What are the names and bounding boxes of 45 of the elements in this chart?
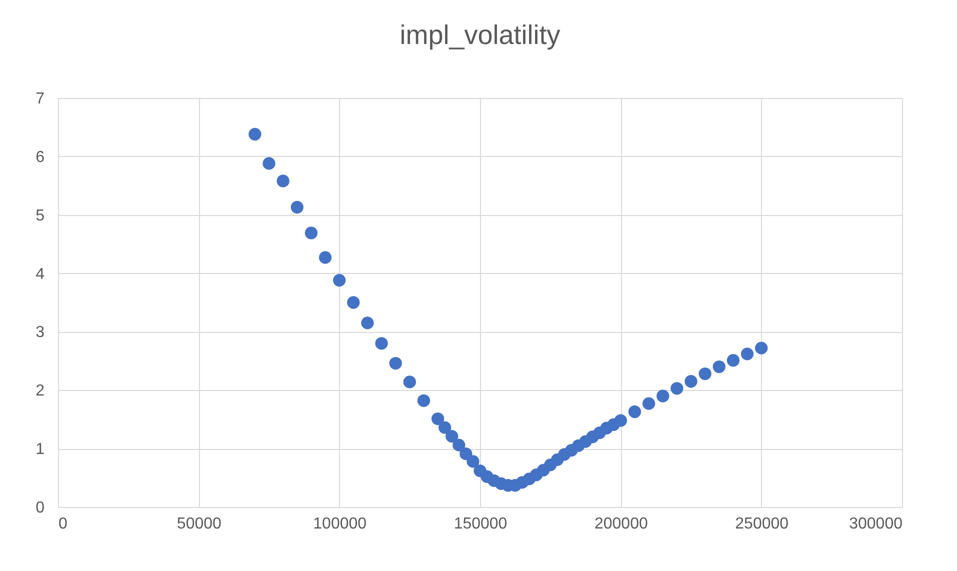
x-tick-label: 150000 [454, 516, 508, 532]
point [417, 394, 430, 407]
x-tick-label: 50000 [176, 516, 222, 532]
point [333, 274, 346, 287]
point [403, 376, 416, 388]
x-tick-label: 200000 [594, 516, 648, 532]
point [438, 421, 452, 434]
point [755, 342, 768, 354]
y-tick-label: 5 [36, 207, 45, 224]
chart-title: impl_volatility [400, 20, 561, 50]
point [304, 226, 318, 240]
y-tick-label: 7 [36, 90, 45, 108]
point [740, 348, 754, 360]
point [290, 200, 304, 214]
point [670, 382, 684, 395]
y-tick-label: 0 [36, 500, 45, 516]
point [318, 251, 332, 264]
point [466, 455, 480, 468]
point [361, 316, 374, 330]
point [642, 397, 656, 410]
x-tick-label: 100000 [313, 516, 367, 532]
x-tick-label: 300000 [849, 516, 903, 532]
point [375, 337, 388, 350]
point [656, 390, 670, 402]
point [446, 430, 458, 443]
point [628, 405, 642, 418]
x-tick-label: 0 [58, 516, 68, 532]
point [248, 128, 262, 141]
point [698, 367, 712, 380]
point [347, 296, 360, 309]
point [684, 375, 698, 388]
y-tick-label: 4 [36, 266, 45, 283]
point [614, 414, 627, 427]
point [726, 354, 740, 367]
point [389, 356, 402, 370]
point [276, 174, 290, 188]
y-tick-label: 2 [36, 382, 45, 400]
point [262, 157, 276, 170]
point [452, 438, 466, 452]
y-tick-label: 1 [36, 441, 45, 458]
point [431, 412, 444, 426]
y-tick-label: 3 [36, 324, 45, 342]
y-tick-label: 6 [36, 148, 45, 166]
x-tick-label: 250000 [735, 516, 789, 532]
point [712, 360, 726, 374]
